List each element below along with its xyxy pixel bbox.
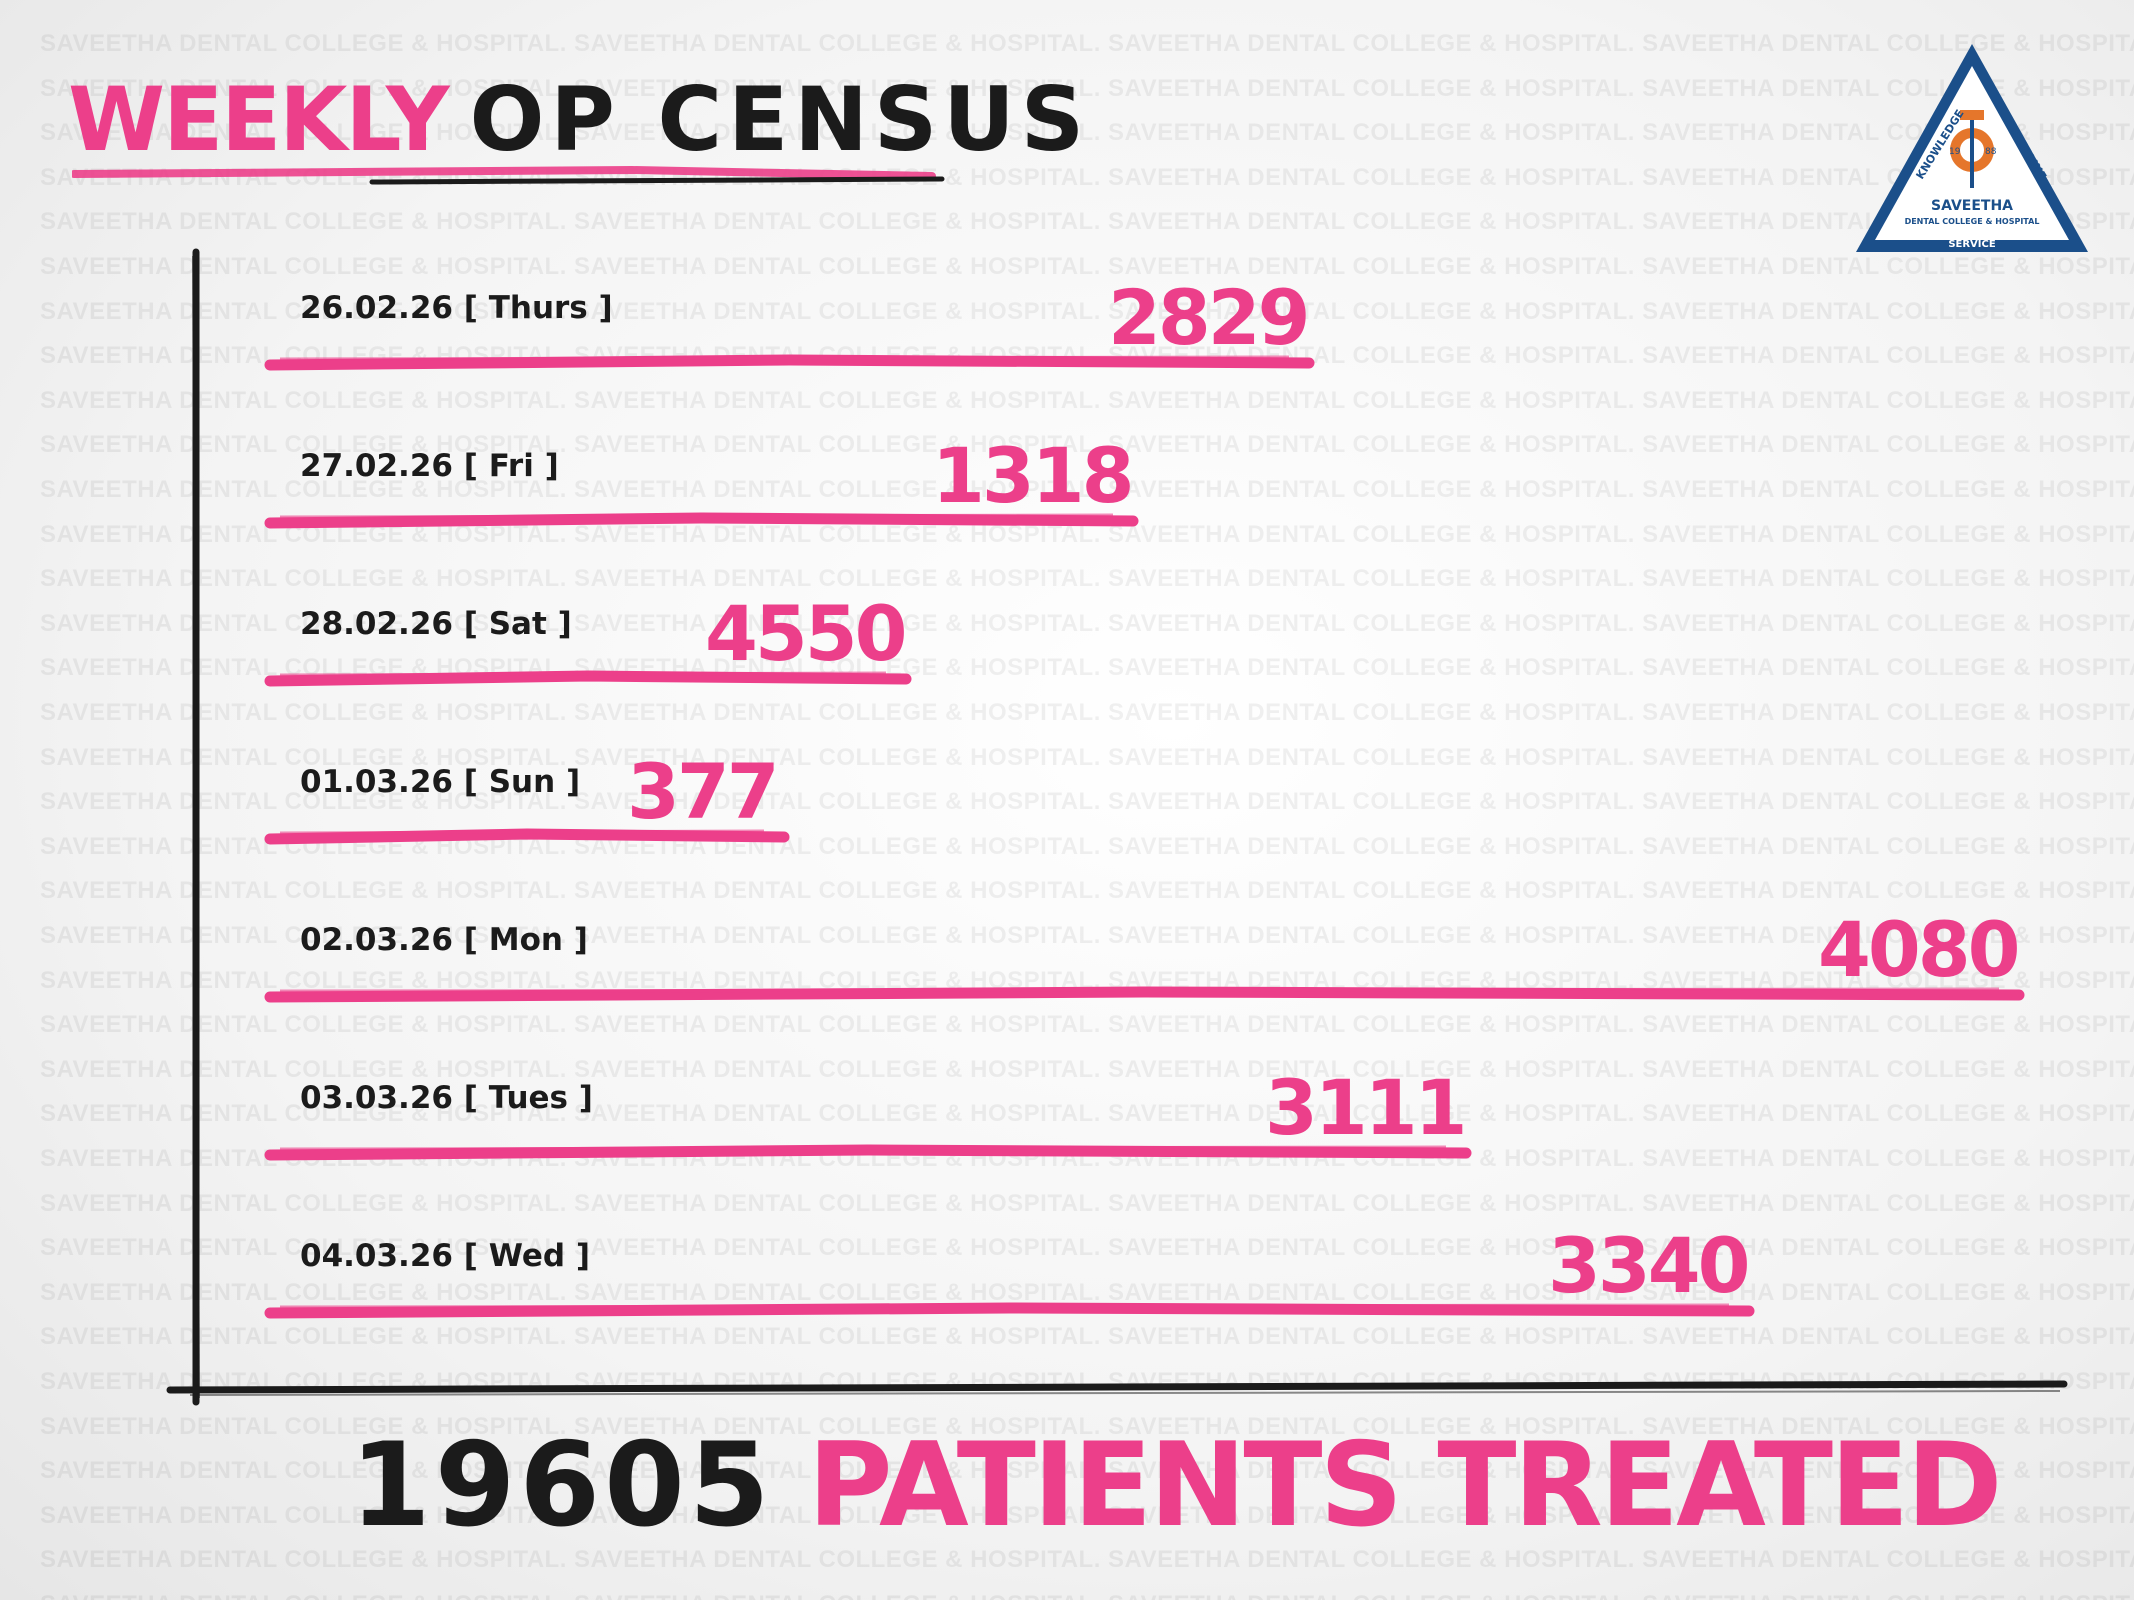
data-label: 4080 xyxy=(1818,905,2018,994)
bar xyxy=(264,1302,1755,1319)
data-label: 3111 xyxy=(1265,1063,1465,1152)
title-highlight-word: WEEKLY xyxy=(68,68,450,171)
bar xyxy=(264,670,912,687)
bar-brush-texture xyxy=(279,513,1114,519)
category-label: 02.03.26 [ Mon ] xyxy=(300,922,588,958)
total-patients-banner: 19605 PATIENTS TREATED xyxy=(350,1418,2003,1553)
logo-year-right: 88 xyxy=(1985,147,1997,157)
chart-x-axis xyxy=(166,1380,2068,1394)
bar-brush-texture xyxy=(279,355,1290,361)
logo-subtitle-text: DENTAL COLLEGE & HOSPITAL xyxy=(1905,217,2040,226)
bar xyxy=(264,354,1315,371)
bar-group: 04.03.26 [ Wed ] 3340 xyxy=(264,1221,1755,1319)
bar-brush-texture xyxy=(279,829,765,835)
bar-group: 26.02.26 [ Thurs ] 2829 xyxy=(264,273,1315,371)
bar-group: 03.03.26 [ Tues ] 3111 xyxy=(264,1063,1472,1161)
category-label: 27.02.26 [ Fri ] xyxy=(300,448,559,484)
bar-group: 28.02.26 [ Sat ] 4550 xyxy=(264,589,912,687)
total-patients-number: 19605 xyxy=(350,1418,774,1553)
page-title: WEEKLY OP CENSUS xyxy=(68,68,1090,171)
bar-group: 02.03.26 [ Mon ] 4080 xyxy=(264,905,2025,1003)
bar-brush-texture xyxy=(279,987,2000,993)
data-label: 2829 xyxy=(1108,273,1308,362)
category-label: 28.02.26 [ Sat ] xyxy=(300,606,572,642)
bar xyxy=(264,828,790,845)
saveetha-college-logo: KNOWLEDGE DISCIPLINE 19 88 SAVEETHA DENT… xyxy=(1856,44,2088,252)
data-label: 377 xyxy=(627,747,777,836)
bar xyxy=(264,986,2025,1003)
category-label: 01.03.26 [ Sun ] xyxy=(300,764,580,800)
logo-year-left: 19 xyxy=(1949,147,1961,157)
bar-group: 27.02.26 [ Fri ] 1318 xyxy=(264,431,1139,529)
data-label: 1318 xyxy=(932,431,1132,520)
logo-name-text: SAVEETHA xyxy=(1931,198,2013,214)
data-label: 3340 xyxy=(1548,1221,1748,1310)
bar-brush-texture xyxy=(279,1303,1730,1309)
bar-group: 01.03.26 [ Sun ] 377 xyxy=(264,747,790,845)
bar-brush-texture xyxy=(279,671,887,677)
bar xyxy=(264,1144,1472,1161)
logo-emblem-icon xyxy=(1950,110,1994,188)
title-rest: OP CENSUS xyxy=(469,68,1091,171)
category-label: 04.03.26 [ Wed ] xyxy=(300,1238,590,1274)
total-patients-label: PATIENTS TREATED xyxy=(807,1418,2003,1553)
title-brush-underline xyxy=(72,165,945,185)
logo-service-text: SERVICE xyxy=(1948,239,1996,250)
data-label: 4550 xyxy=(705,589,905,678)
category-label: 26.02.26 [ Thurs ] xyxy=(300,290,613,326)
category-label: 03.03.26 [ Tues ] xyxy=(300,1080,593,1116)
bar-brush-texture xyxy=(279,1145,1447,1151)
bar xyxy=(264,512,1139,529)
